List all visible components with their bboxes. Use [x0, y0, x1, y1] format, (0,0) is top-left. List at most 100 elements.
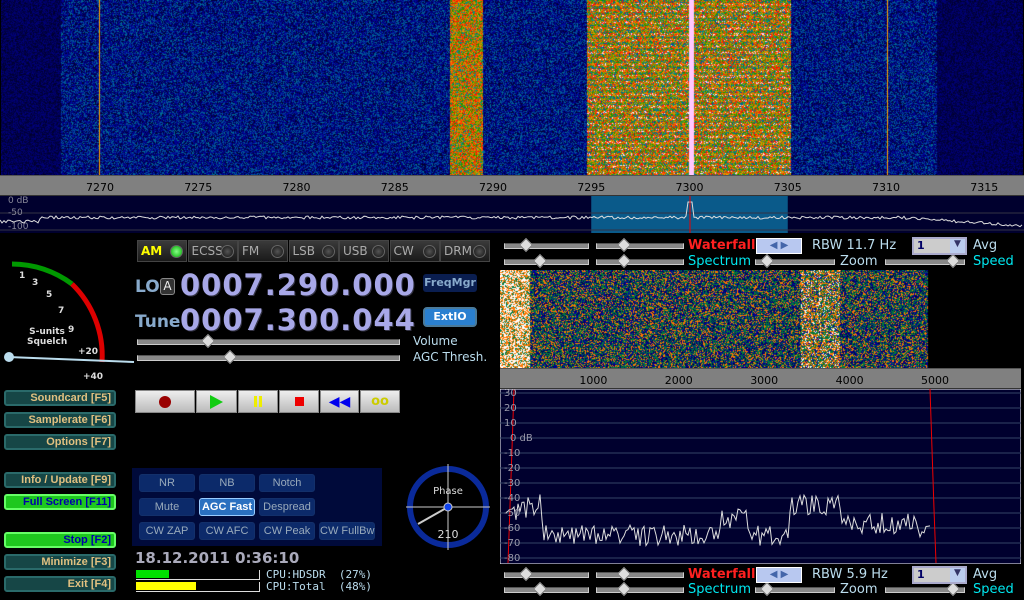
rf-frequency-axis[interactable]: 7270 7275 7280 7285 7290 7295 7300 7305 7310 7315 — [0, 175, 1024, 196]
audio-frequency-axis[interactable]: 1000 2000 3000 4000 5000 — [500, 368, 1021, 389]
slider-knob — [945, 581, 961, 597]
phase-value: 210 — [437, 528, 459, 541]
rf-tick-label: 7315 — [970, 181, 999, 194]
slider-knob — [759, 253, 775, 269]
cpu-meter-fill — [136, 570, 170, 578]
rf-spectrum-max-slider[interactable] — [596, 253, 684, 269]
left-button-6[interactable]: Minimize [F3] — [4, 554, 116, 570]
dsp-button-mute[interactable]: Mute — [139, 498, 195, 516]
lo-frequency[interactable]: 0007.290.000 — [180, 268, 416, 302]
phase-dial[interactable] — [403, 462, 493, 552]
af-waterfall-max-slider[interactable] — [596, 566, 684, 582]
af-spectrum-max-slider[interactable] — [596, 581, 684, 597]
rf-rbw-stepper[interactable]: ◀ ▶ — [756, 238, 802, 254]
rf-waterfall-max-slider[interactable] — [596, 237, 684, 253]
mode-button-am[interactable]: AM — [137, 240, 187, 262]
af-waterfall-min-slider[interactable] — [504, 566, 589, 582]
rf-spectrum[interactable] — [0, 196, 1024, 233]
rf-zoom-label: Zoom — [840, 254, 878, 269]
rf-zoom-slider[interactable] — [755, 253, 835, 269]
af-speed-label: Speed — [973, 582, 1014, 597]
dsp-button-nr[interactable]: NR — [139, 474, 195, 492]
mode-button-drm[interactable]: DRM — [440, 240, 490, 262]
mode-label: ECSS — [191, 244, 223, 258]
rewind-button[interactable]: ◀◀ — [320, 390, 359, 413]
filter-high-edge — [929, 389, 937, 564]
audio-waterfall[interactable] — [500, 270, 1020, 368]
loop-button[interactable]: oo — [360, 390, 400, 413]
af-db-label: -50 — [504, 508, 521, 519]
rf-tick-label: 7275 — [184, 181, 213, 194]
rf-waterfall-min-slider[interactable] — [504, 237, 589, 253]
play-button[interactable] — [196, 390, 237, 413]
freqmgr-button[interactable]: FreqMgr — [423, 274, 477, 292]
af-speed-slider[interactable] — [885, 581, 965, 597]
volume-slider[interactable] — [137, 333, 400, 349]
af-avg-select[interactable]: 1 ▼ — [912, 566, 967, 584]
tune-label: Tune — [135, 312, 181, 332]
dsp-button-cw-fullbw[interactable]: CW FullBw — [319, 522, 375, 540]
af-db-label: -70 — [504, 538, 521, 549]
af-tick-label: 1000 — [579, 374, 608, 387]
mode-button-lsb[interactable]: LSB — [288, 240, 339, 262]
left-button-3[interactable]: Info / Update [F9] — [4, 472, 116, 488]
af-tick-label: 4000 — [835, 374, 864, 387]
left-button-4[interactable]: Full Screen [F11] — [4, 494, 116, 510]
left-button-1[interactable]: Samplerate [F6] — [4, 412, 116, 428]
mode-label: USB — [343, 244, 368, 258]
audio-spectrum-trace — [505, 493, 931, 547]
af-rbw-stepper[interactable]: ◀ ▶ — [756, 567, 802, 583]
dsp-button-cw-zap[interactable]: CW ZAP — [139, 522, 195, 540]
af-spectrum-min-slider[interactable] — [504, 581, 589, 597]
dsp-button-cw-afc[interactable]: CW AFC — [199, 522, 255, 540]
rf-avg-select[interactable]: 1 ▼ — [912, 237, 967, 255]
af-tick-label: 5000 — [921, 374, 949, 387]
rf-spectrum-min-slider[interactable] — [504, 253, 589, 269]
rf-speed-slider[interactable] — [885, 253, 965, 269]
af-tick-label: 2000 — [664, 374, 693, 387]
mode-led-icon — [372, 245, 385, 258]
slider-knob — [518, 566, 534, 582]
dsp-button-nb[interactable]: NB — [199, 474, 255, 492]
record-button[interactable] — [135, 390, 195, 413]
left-button-0[interactable]: Soundcard [F5] — [4, 390, 116, 406]
af-db-label: 20 — [504, 403, 517, 414]
left-button-2[interactable]: Options [F7] — [4, 434, 116, 450]
rf-tick-label: 7290 — [479, 181, 507, 194]
stop-icon — [294, 397, 304, 406]
left-button-7[interactable]: Exit [F4] — [4, 576, 116, 592]
stop-button[interactable] — [279, 390, 319, 413]
af-db-label: 30 — [504, 388, 517, 399]
rf-db-label: -50 — [8, 208, 23, 218]
cpu-meter-fill — [136, 582, 196, 590]
lo-lock-button[interactable]: A — [160, 278, 175, 295]
af-db-label: -10 — [504, 448, 521, 459]
mode-label: CW — [393, 244, 414, 258]
tune-frequency[interactable]: 0007.300.044 — [180, 303, 416, 337]
extio-button[interactable]: ExtIO — [423, 307, 477, 327]
audio-spectrum[interactable] — [500, 389, 1021, 564]
left-button-5[interactable]: Stop [F2] — [4, 532, 116, 548]
cpu-meter — [136, 582, 260, 592]
af-zoom-slider[interactable] — [755, 581, 835, 597]
mode-led-icon — [220, 245, 234, 258]
agc-threshold-slider[interactable] — [137, 349, 400, 365]
dsp-button-agc-fast[interactable]: AGC Fast — [199, 498, 255, 516]
mode-button-cw[interactable]: CW — [389, 240, 440, 262]
dsp-button-cw-peak[interactable]: CW Peak — [259, 522, 315, 540]
rf-tick-label: 7280 — [282, 181, 311, 194]
dsp-button-despread[interactable]: Despread — [259, 498, 315, 516]
af-rbw-label: RBW 5.9 Hz — [812, 567, 888, 582]
af-avg-label: Avg — [973, 567, 998, 582]
dsp-button-notch[interactable]: Notch — [259, 474, 315, 492]
mode-button-fm[interactable]: FM — [238, 240, 288, 262]
slider-knob — [616, 237, 632, 253]
mode-button-usb[interactable]: USB — [339, 240, 389, 262]
mode-button-ecss[interactable]: ECSS — [187, 240, 238, 262]
rf-waterfall[interactable] — [1, 0, 1023, 175]
rf-speed-label: Speed — [973, 254, 1014, 269]
rf-spectrum-label: Spectrum — [688, 254, 751, 269]
cpu-label: CPU:HDSDR (27%) — [266, 568, 372, 581]
af-db-label: -60 — [504, 523, 521, 534]
pause-button[interactable] — [238, 390, 278, 413]
